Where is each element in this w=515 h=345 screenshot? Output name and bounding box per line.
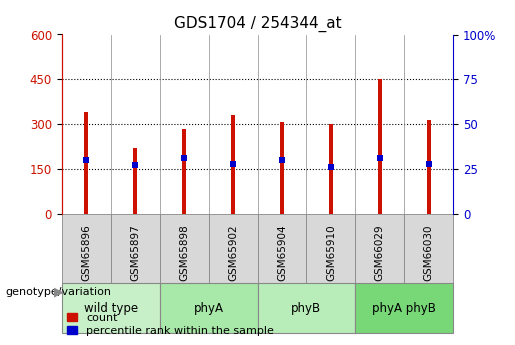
Text: GSM65902: GSM65902 bbox=[228, 224, 238, 281]
Bar bbox=[182, 129, 186, 214]
Point bbox=[375, 156, 384, 161]
FancyBboxPatch shape bbox=[160, 214, 209, 283]
FancyBboxPatch shape bbox=[258, 283, 355, 333]
Title: GDS1704 / 254344_at: GDS1704 / 254344_at bbox=[174, 16, 341, 32]
Bar bbox=[329, 124, 333, 214]
Point bbox=[424, 161, 433, 166]
FancyBboxPatch shape bbox=[355, 214, 404, 283]
Point bbox=[278, 157, 286, 163]
Bar bbox=[133, 148, 137, 214]
Point bbox=[180, 156, 188, 161]
Text: phyB: phyB bbox=[291, 302, 321, 315]
FancyBboxPatch shape bbox=[404, 214, 453, 283]
Bar bbox=[378, 79, 382, 214]
FancyBboxPatch shape bbox=[62, 214, 111, 283]
Text: GSM65896: GSM65896 bbox=[81, 224, 91, 281]
Bar bbox=[280, 122, 284, 214]
FancyBboxPatch shape bbox=[209, 214, 258, 283]
Bar bbox=[231, 115, 235, 214]
Bar bbox=[427, 120, 431, 214]
FancyBboxPatch shape bbox=[258, 214, 306, 283]
Text: GSM65904: GSM65904 bbox=[277, 224, 287, 281]
Legend: count, percentile rank within the sample: count, percentile rank within the sample bbox=[67, 313, 274, 336]
Text: GSM65910: GSM65910 bbox=[326, 224, 336, 281]
Point bbox=[327, 165, 335, 170]
Point bbox=[131, 163, 139, 168]
Text: phyA: phyA bbox=[194, 302, 224, 315]
Text: phyA phyB: phyA phyB bbox=[372, 302, 436, 315]
Bar bbox=[84, 112, 88, 214]
FancyBboxPatch shape bbox=[306, 214, 355, 283]
Text: GSM66029: GSM66029 bbox=[375, 224, 385, 281]
Point bbox=[82, 157, 91, 163]
FancyBboxPatch shape bbox=[160, 283, 258, 333]
Text: genotype/variation: genotype/variation bbox=[5, 287, 111, 296]
Text: GSM65897: GSM65897 bbox=[130, 224, 140, 281]
Point bbox=[229, 161, 237, 166]
FancyBboxPatch shape bbox=[111, 214, 160, 283]
Text: wild type: wild type bbox=[83, 302, 138, 315]
Text: GSM65898: GSM65898 bbox=[179, 224, 189, 281]
FancyBboxPatch shape bbox=[62, 283, 160, 333]
Text: GSM66030: GSM66030 bbox=[424, 224, 434, 281]
Text: ▶: ▶ bbox=[54, 285, 64, 298]
FancyBboxPatch shape bbox=[355, 283, 453, 333]
